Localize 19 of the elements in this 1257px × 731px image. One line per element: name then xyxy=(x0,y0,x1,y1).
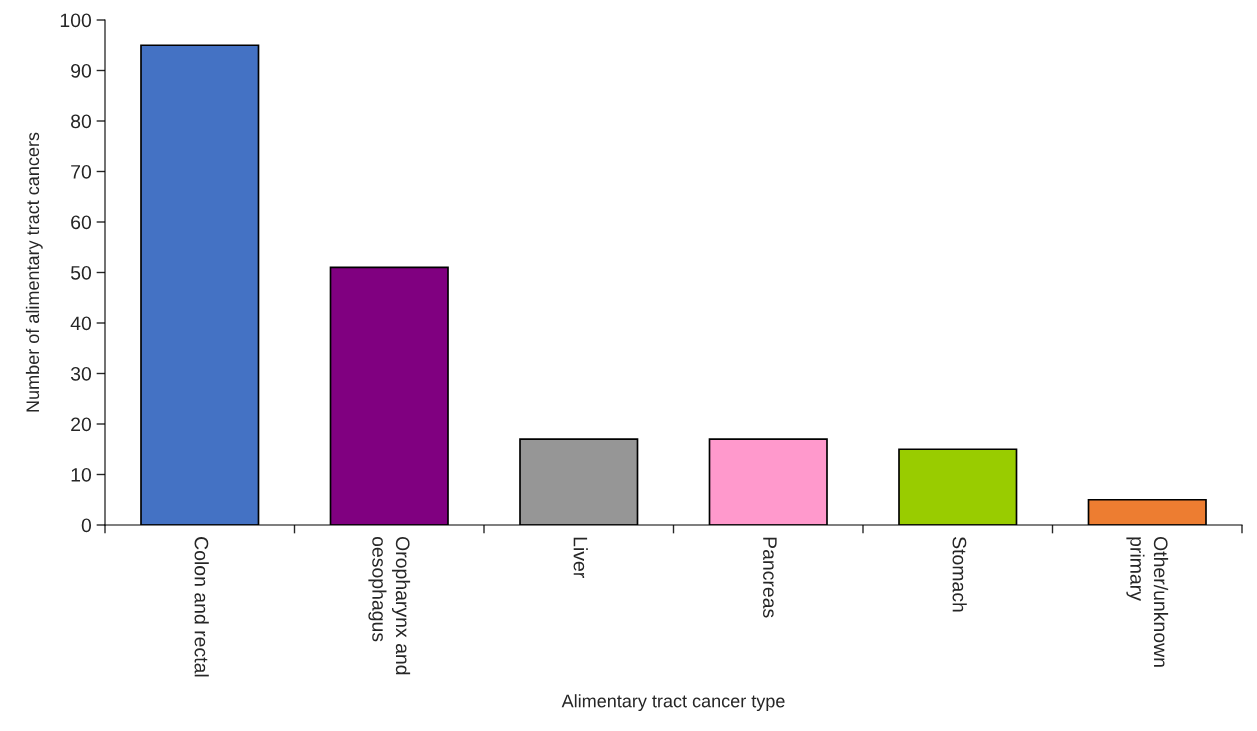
y-tick-label: 60 xyxy=(71,215,92,230)
y-tick-label: 0 xyxy=(81,518,92,533)
y-tick-label: 30 xyxy=(70,366,92,381)
x-tick-label: Pancreas xyxy=(763,537,777,618)
y-axis-title: Number of alimentary tract cancers xyxy=(25,132,43,412)
y-tick-label: 80 xyxy=(71,114,92,129)
x-tick-label: Liver xyxy=(573,537,588,578)
y-tick-label: 20 xyxy=(71,417,92,432)
y-tick-label: 50 xyxy=(70,265,92,280)
x-axis-title: Alimentary tract cancer type xyxy=(561,694,785,712)
y-tick-label: 90 xyxy=(71,63,92,78)
y-tick-label: 10 xyxy=(71,467,92,482)
x-tick-label: Oropharynx and oesophagus xyxy=(368,536,411,675)
x-tick-label: Stomach xyxy=(952,537,967,612)
y-tick-label: 70 xyxy=(71,164,92,179)
y-tick-label: 100 xyxy=(60,13,92,28)
x-tick-label: Other/unknown primary xyxy=(1126,537,1169,667)
y-tick-label: 40 xyxy=(70,316,92,331)
x-tick-label: Colon and rectal xyxy=(194,537,209,677)
